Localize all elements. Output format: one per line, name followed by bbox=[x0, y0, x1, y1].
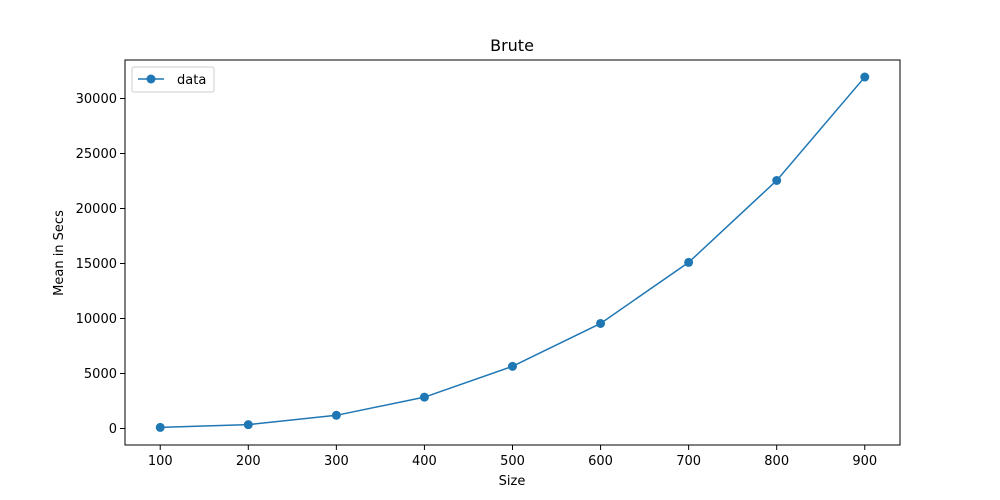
y-tick-label: 5000 bbox=[84, 367, 117, 382]
data-point bbox=[155, 422, 165, 432]
x-tick-label: 200 bbox=[236, 454, 261, 469]
y-tick-label: 30000 bbox=[76, 92, 117, 107]
plot-area: 100 200 300 400 500 600 700 800 900 0 5000 10000 15… bbox=[76, 59, 901, 469]
legend: data bbox=[131, 66, 215, 93]
data-point bbox=[860, 72, 870, 82]
legend-label: data bbox=[177, 73, 206, 88]
y-tick-label: 20000 bbox=[76, 202, 117, 217]
data-point bbox=[419, 392, 429, 402]
x-tick-label: 700 bbox=[676, 454, 701, 469]
x-tick-label: 900 bbox=[852, 454, 877, 469]
data-point bbox=[243, 420, 253, 430]
x-tick-label: 600 bbox=[588, 454, 613, 469]
x-tick-label: 800 bbox=[764, 454, 789, 469]
x-axis-label: Size bbox=[499, 474, 526, 489]
x-tick-label: 500 bbox=[500, 454, 525, 469]
y-tick-label: 10000 bbox=[76, 312, 117, 327]
data-point bbox=[772, 175, 782, 185]
y-tick-label: 0 bbox=[109, 422, 117, 437]
data-point bbox=[508, 361, 517, 371]
x-axis-ticks: 100 200 300 400 500 600 700 800 900 bbox=[148, 445, 877, 469]
y-tick-label: 25000 bbox=[76, 147, 117, 162]
data-point bbox=[331, 410, 341, 420]
legend-frame bbox=[131, 66, 215, 93]
legend-marker-swatch bbox=[146, 74, 156, 84]
y-axis-ticks: 0 5000 10000 15000 20000 25000 30000 bbox=[76, 92, 125, 437]
data-point bbox=[684, 257, 694, 267]
y-tick-label: 15000 bbox=[76, 257, 117, 272]
x-tick-label: 400 bbox=[412, 454, 437, 469]
x-tick-label: 100 bbox=[148, 454, 173, 469]
data-point bbox=[596, 318, 606, 328]
x-tick-label: 300 bbox=[324, 454, 349, 469]
series-layer bbox=[155, 72, 870, 432]
chart-title: Brute bbox=[490, 36, 534, 55]
y-axis-label: Mean in Secs bbox=[52, 210, 67, 296]
